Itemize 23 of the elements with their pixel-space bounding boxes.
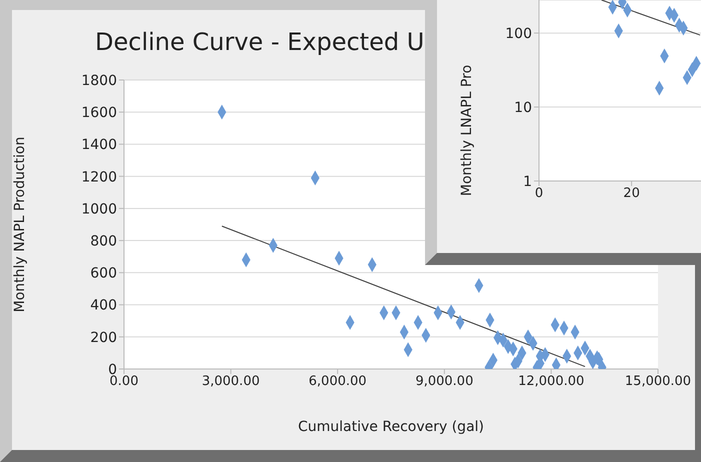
y-tick-label: 1 <box>523 174 532 190</box>
x-tick-label: 6,000.00 <box>308 374 367 390</box>
y-tick-label: 1800 <box>81 72 117 89</box>
y-tick-label: 1600 <box>81 105 117 122</box>
y-tick-label: 400 <box>90 298 117 314</box>
y-tick-label: 200 <box>90 330 117 346</box>
x-axis-title: Cumulative Recovery (gal) <box>298 419 484 435</box>
x-tick-label: 20 <box>623 186 640 202</box>
x-tick-label: 15,000.00 <box>624 374 692 390</box>
y-axis-title: Monthly NAPL Production <box>12 136 28 312</box>
y-tick-label: 1200 <box>81 169 117 186</box>
x-tick-label: 12,000.00 <box>518 374 584 390</box>
y-tick-label: 100 <box>505 26 532 42</box>
x-tick-label: 3,000.00 <box>202 374 260 390</box>
x-tick-label: 0.00 <box>110 374 138 390</box>
chart-title: Decline Curve - Expected U <box>95 28 424 56</box>
y-tick-label: 1400 <box>81 137 117 154</box>
y-tick-label: 800 <box>90 234 117 250</box>
x-tick-label: 9,000.00 <box>415 374 474 390</box>
y-tick-label: 1000 <box>81 201 117 218</box>
y-axis-title: Monthly LNAPL Pro <box>458 64 475 196</box>
y-tick-label: 10 <box>514 100 532 116</box>
y-tick-label: 600 <box>90 266 117 282</box>
